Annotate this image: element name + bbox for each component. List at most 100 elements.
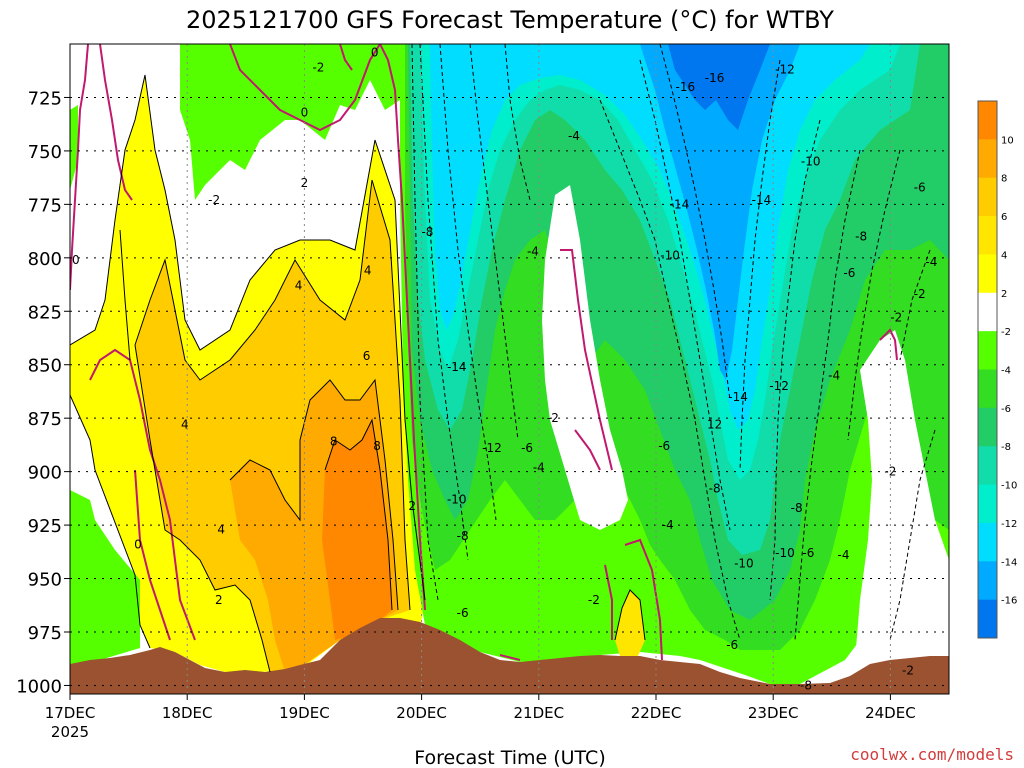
contour-label: -8	[709, 482, 721, 496]
contour-label: -8	[855, 229, 867, 243]
contour-label: -12	[482, 441, 502, 455]
chart-title: 2025121700 GFS Forecast Temperature (°C)…	[186, 6, 834, 34]
contour-label: -2	[914, 287, 926, 301]
negative-contours	[411, 44, 936, 641]
contour-label: 4	[181, 418, 189, 432]
contour-label: -14	[670, 197, 690, 211]
colorbar-label: 6	[1001, 212, 1007, 223]
cold-band-green-topleft	[180, 44, 400, 200]
credit-text: coolwx.com/models	[850, 745, 1014, 764]
contour-label: -6	[726, 638, 738, 652]
contour-label: -2	[588, 593, 600, 607]
contour-label: 8	[373, 439, 381, 453]
cold-band-green-small	[70, 105, 78, 190]
colorbar-label: 10	[1001, 135, 1014, 146]
y-tick-label: 800	[28, 249, 62, 270]
grid	[70, 44, 949, 694]
contour-label: -2	[547, 411, 559, 425]
contour-label: -8	[457, 529, 469, 543]
colorbar-swatch	[978, 599, 997, 639]
contour-label: -14	[752, 193, 772, 207]
contour-label: -4	[838, 548, 850, 562]
contour-label: 0	[371, 46, 379, 60]
contour-label: 8	[330, 435, 338, 449]
colorbar-swatch	[978, 216, 997, 255]
y-tick-label: 875	[28, 409, 62, 430]
y-tick-label: 1000	[16, 676, 62, 697]
contour-label: 4	[364, 264, 372, 278]
colorbar-swatch	[978, 177, 997, 217]
y-tick-label: 850	[28, 356, 62, 377]
contour-label: 2	[301, 176, 309, 190]
positive-contours	[70, 74, 646, 673]
contour-label: -4	[568, 129, 580, 143]
contour-label: -6	[914, 180, 926, 194]
colorbar-swatch	[978, 522, 997, 562]
x-tick-label: 24DEC	[865, 704, 916, 722]
contour-label: -14	[728, 390, 748, 404]
y-tick-label: 725	[28, 88, 62, 109]
contour-label: -6	[457, 606, 469, 620]
colorbar-swatch	[978, 101, 997, 140]
x-tick-label: 20DEC	[396, 704, 447, 722]
colorbar-swatch	[978, 331, 997, 370]
y-tick-label: 975	[28, 623, 62, 644]
colorbar-swatch	[978, 292, 997, 332]
contour-label: -4	[828, 368, 840, 382]
y-tick-label: 750	[28, 142, 62, 163]
contour-label: -8	[421, 225, 433, 239]
contour-label: -6	[658, 439, 670, 453]
plot-frame	[69, 43, 950, 695]
y-axis: 725 750 775 800 825 850 875 900 925 950 975 1000	[16, 88, 70, 697]
cold-band-green-left	[70, 490, 140, 665]
y-tick-label: 900	[28, 463, 62, 484]
contour-label: -4	[662, 518, 674, 532]
contour-label: -12	[769, 379, 789, 393]
contour-label: -10	[734, 557, 754, 571]
colorbar-label: -8	[1001, 442, 1011, 453]
y-tick-label: 775	[28, 195, 62, 216]
contour-label: -2	[902, 663, 914, 677]
contour-label: -2	[890, 311, 902, 325]
contour-label: 12	[707, 418, 722, 432]
colorbar-label: -6	[1001, 404, 1011, 415]
terrain	[70, 618, 949, 694]
cold-band-sky	[640, 44, 800, 380]
contour-label: -4	[925, 255, 937, 269]
contour-label: -6	[521, 441, 533, 455]
y-tick-label: 825	[28, 302, 62, 323]
warm-region-orange	[322, 420, 392, 640]
colorbar-label: -4	[1001, 366, 1011, 377]
x-tick-label: 22DEC	[631, 704, 682, 722]
contour-label: -10	[660, 249, 680, 263]
contour-label: -16	[705, 71, 725, 85]
contour-label: -14	[447, 360, 467, 374]
contour-label: -8	[800, 678, 812, 692]
contour-label: -8	[791, 501, 803, 515]
x-axis-label: Forecast Time (UTC)	[414, 747, 605, 768]
contour-label: -6	[802, 546, 814, 560]
contour-label: 4	[295, 279, 303, 293]
warm-pocket-yellow	[615, 590, 645, 656]
x-tick-label: 23DEC	[748, 704, 799, 722]
colorbar-frame	[977, 100, 998, 639]
contour-label: -10	[801, 155, 821, 169]
contour-label: 4	[217, 522, 225, 536]
contour-label: -12	[775, 63, 795, 77]
colorbar-label: 4	[1001, 250, 1007, 261]
colorbar-label: -2	[1001, 327, 1011, 338]
contour-label: 0	[134, 537, 142, 551]
contour-label: -2	[208, 193, 220, 207]
contour-label: 0	[72, 253, 80, 267]
cold-band-blue	[668, 44, 770, 130]
colorbar-label: -10	[1001, 481, 1017, 492]
contour-label: -10	[447, 492, 467, 506]
x-tick-label: 19DEC	[279, 704, 330, 722]
y-tick-label: 925	[28, 516, 62, 537]
colorbar-label: 2	[1001, 289, 1007, 300]
colorbar-swatch	[978, 369, 997, 409]
colorbar-swatch	[978, 407, 997, 447]
